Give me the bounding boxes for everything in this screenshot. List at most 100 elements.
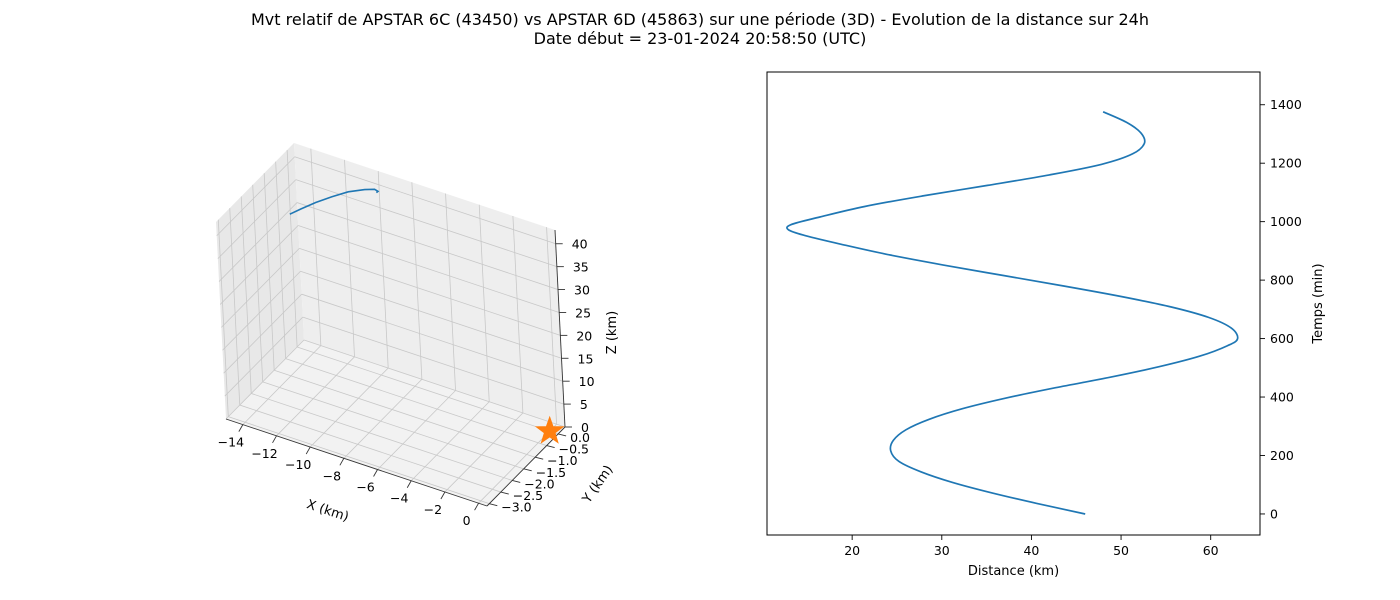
axes-2d-series	[786, 111, 1239, 515]
grid-z-left-2	[223, 293, 302, 374]
grid-x-back-7	[546, 227, 557, 425]
x-tick-label-3d-0: −14	[218, 435, 244, 450]
y-tick-label-3d-3: −1.5	[536, 465, 566, 480]
grid-y-floor-6	[228, 416, 490, 505]
x-axis-label-3d: X (km)	[305, 497, 351, 525]
grid-x-back-3	[411, 182, 423, 380]
x-tick-3d-5	[406, 480, 412, 488]
grid-z-left-1	[224, 316, 304, 397]
axes-3d-ticks: −14−12−10−8−6−4−200.0−0.5−1.0−1.5−2.0−2.…	[218, 237, 595, 528]
x-tick-label-3d-5: −4	[390, 491, 408, 506]
grid-y-left-3	[252, 184, 264, 382]
grid-y-left-4	[240, 196, 252, 394]
y-tick-label-2d-2: 400	[1270, 390, 1294, 405]
x-tick-3d-4	[373, 469, 378, 477]
grid-y-left-2	[263, 173, 275, 371]
grid-x-floor-0	[242, 345, 322, 425]
y-tick-label-3d-6: −3.0	[501, 500, 531, 515]
z-tick-label-3d-6: 30	[574, 283, 590, 298]
grid-x-back-2	[377, 171, 389, 369]
y-tick-3d-3	[523, 468, 532, 472]
grid-y-floor-3	[262, 381, 524, 470]
y-tick-label-2d-5: 1000	[1270, 214, 1302, 229]
y-tick-label-2d-4: 800	[1270, 273, 1294, 288]
axes-3d-series	[289, 188, 565, 444]
grid-z-left-3	[222, 270, 301, 351]
z-axis-line-3d	[554, 229, 566, 428]
grid-y-floor-1	[285, 358, 547, 446]
y-tick-3d-0	[558, 433, 567, 437]
distance-line-0	[786, 111, 1239, 515]
grid-x-back-4	[445, 193, 456, 391]
y-axis-label-2d: Temps (min)	[1311, 263, 1326, 344]
x-tick-label-3d-7: 0	[463, 513, 471, 528]
z-tick-label-3d-0: 0	[581, 420, 589, 435]
z-tick-label-3d-7: 35	[573, 260, 589, 275]
x-tick-label-3d-2: −10	[285, 457, 311, 472]
axes-3d-panes	[216, 143, 565, 506]
y-tick-label-3d-5: −2.5	[513, 488, 543, 503]
x-tick-3d-2	[305, 446, 311, 455]
z-tick-label-3d-2: 10	[579, 374, 595, 389]
grid-x-floor-4	[377, 390, 456, 470]
y-tick-3d-6	[489, 503, 498, 507]
grid-x-floor-1	[276, 356, 355, 437]
z-tick-label-3d-3: 15	[578, 351, 594, 366]
grid-y-left-6	[217, 219, 229, 417]
x-tick-label-3d-4: −6	[356, 480, 374, 495]
grid-y-left-0	[286, 149, 298, 347]
y-tick-label-2d-7: 1400	[1270, 97, 1302, 112]
x-tick-label-3d-1: −12	[251, 446, 277, 461]
grid-y-floor-4	[251, 393, 513, 481]
grid-z-back-3	[300, 270, 562, 359]
grid-z-back-4	[299, 247, 561, 336]
grid-y-left-1	[275, 161, 287, 359]
y-tick-3d-2	[535, 456, 544, 460]
z-tick-label-3d-1: 5	[580, 397, 588, 412]
grid-y-floor-5	[239, 404, 501, 493]
y-tick-label-3d-2: −1.0	[547, 453, 577, 468]
grid-z-back-6	[296, 202, 559, 290]
figure-title-line2: Date début = 23-01-2024 20:58:50 (UTC)	[534, 29, 867, 48]
x-axis-line-3d	[225, 418, 488, 507]
grid-z-left-4	[221, 248, 300, 328]
x-tick-3d-6	[440, 491, 446, 500]
grid-z-back-5	[298, 225, 560, 313]
y-axis-label-3d: Y (km)	[579, 463, 616, 507]
y-tick-3d-5	[500, 491, 509, 495]
grid-z-back-0	[303, 339, 566, 428]
grid-x-floor-6	[444, 412, 524, 493]
grid-z-left-0	[225, 339, 305, 420]
axes-3d-frame	[225, 229, 566, 507]
x-tick-label-2d-3: 50	[1113, 543, 1129, 558]
grid-x-back-0	[310, 148, 322, 346]
y-tick-3d-1	[546, 445, 555, 449]
pane-back	[294, 143, 565, 427]
grid-z-back-2	[301, 293, 563, 382]
grid-z-left-7	[217, 179, 297, 259]
grid-z-left-5	[219, 225, 299, 305]
y-tick-label-3d-4: −2.0	[524, 476, 554, 491]
z-axis-label-3d: Z (km)	[605, 311, 620, 354]
grid-z-back-8	[294, 156, 556, 245]
y-tick-label-2d-0: 0	[1270, 506, 1278, 521]
axes-3d-grid	[216, 148, 566, 505]
grid-x-back-6	[512, 215, 524, 413]
x-tick-label-2d-0: 20	[844, 543, 860, 558]
y-tick-label-3d-1: −0.5	[559, 442, 589, 457]
x-tick-label-3d-3: −8	[323, 468, 341, 483]
y-tick-label-2d-3: 600	[1270, 331, 1294, 346]
grid-z-back-1	[302, 316, 564, 405]
grid-x-floor-2	[309, 367, 389, 448]
y-tick-label-2d-6: 1200	[1270, 156, 1302, 171]
pane-left	[216, 143, 304, 419]
y-tick-label-2d-1: 200	[1270, 448, 1294, 463]
grid-x-back-5	[478, 204, 490, 402]
z-tick-label-3d-8: 40	[572, 237, 588, 252]
grid-z-left-8	[216, 156, 295, 237]
grid-x-floor-3	[343, 379, 423, 459]
x-tick-3d-7	[474, 502, 479, 511]
grid-z-left-6	[218, 202, 298, 282]
